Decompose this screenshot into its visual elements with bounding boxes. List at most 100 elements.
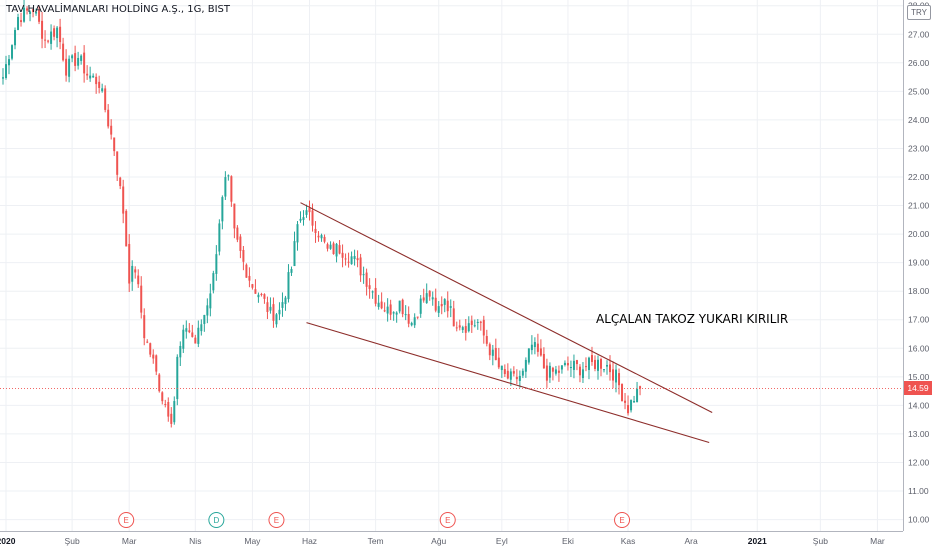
candle-body [167, 402, 170, 417]
trendline-upper[interactable] [300, 202, 713, 414]
candle-body [521, 370, 524, 376]
candle-body [551, 367, 554, 372]
candle-body [335, 243, 338, 257]
candle-body [158, 374, 161, 392]
y-tick-label: 20.00 [908, 229, 930, 239]
y-axis[interactable]: 10.00 11.00 12.00 13.00 14.00 15.00 16.00 17.00… [908, 1, 930, 525]
candle [452, 300, 455, 327]
candle-body [491, 349, 494, 356]
candle [539, 339, 542, 357]
candle-body [182, 329, 185, 349]
candle [488, 342, 491, 361]
candle [335, 242, 338, 263]
candle-body [14, 30, 17, 46]
candle-body [482, 319, 485, 336]
y-tick-label: 12.00 [908, 457, 930, 467]
candle [185, 320, 188, 339]
candle-body [636, 388, 639, 403]
candle [440, 296, 443, 315]
candle-body [596, 359, 599, 371]
candle [428, 290, 431, 301]
candle [551, 366, 554, 381]
candle-body [572, 360, 575, 370]
earnings-event-marker[interactable]: E [268, 512, 285, 528]
candle-body [329, 244, 332, 249]
candle [590, 346, 593, 366]
candle [110, 119, 113, 140]
earnings-event-marker[interactable]: E [614, 512, 631, 528]
candle [422, 288, 425, 303]
candle [593, 355, 596, 372]
candle [374, 278, 377, 307]
candle-body [179, 345, 182, 358]
candle-body [449, 306, 452, 308]
candle [104, 85, 107, 113]
x-tick-label: Mar [870, 536, 885, 546]
y-tick-label: 19.00 [908, 258, 930, 268]
candle [371, 290, 374, 299]
candle [332, 241, 335, 255]
candle-body [77, 57, 80, 66]
candle-body [584, 366, 587, 368]
candle [314, 221, 317, 243]
candle [296, 221, 299, 251]
candle [17, 13, 20, 31]
x-tick-label: Şub [65, 536, 80, 546]
candle-body [218, 223, 221, 252]
candle [149, 342, 152, 358]
candle-body [206, 305, 209, 316]
candle [284, 295, 287, 311]
candle [152, 349, 155, 364]
candle [419, 295, 422, 318]
dividend-event-marker[interactable]: D [208, 512, 225, 528]
x-tick-label: Eyl [496, 536, 508, 546]
candle [542, 347, 545, 369]
candle-body [344, 258, 347, 260]
earnings-event-marker[interactable]: E [118, 512, 135, 528]
candle-body [461, 327, 464, 330]
candle [164, 399, 167, 408]
candle-body [353, 256, 356, 260]
candle [476, 319, 479, 330]
candle [188, 323, 191, 334]
candle-body [161, 392, 164, 402]
candle [191, 324, 194, 338]
candle-body [254, 289, 257, 294]
candle [413, 313, 416, 328]
candle-body [197, 327, 200, 344]
y-tick-label: 27.00 [908, 29, 930, 39]
candle [599, 357, 602, 377]
earnings-event-marker[interactable]: E [439, 512, 456, 528]
candle-body [239, 236, 242, 251]
candle-body [401, 299, 404, 315]
candle-body [338, 245, 341, 254]
x-axis[interactable]: 2020 Şub Mar Nis May Haz Tem Ağu Eyl Eki Kas Ara 202… [0, 536, 885, 546]
candle-body [5, 64, 8, 78]
x-tick-label: 2020 [0, 536, 16, 546]
candle [612, 361, 615, 389]
event-marker-circle [439, 512, 456, 528]
candle [167, 397, 170, 422]
event-marker-label: E [274, 516, 279, 525]
trendline-lower[interactable] [306, 322, 710, 444]
candle-body [458, 325, 461, 328]
candle-body [488, 344, 491, 356]
candle [407, 306, 410, 328]
candle-body [566, 363, 569, 366]
candle [627, 395, 630, 416]
candle-body [530, 344, 533, 351]
candle [122, 179, 125, 224]
currency-badge[interactable]: TRY [907, 5, 931, 20]
candle-body [422, 297, 425, 301]
candle-body [575, 360, 578, 365]
candle-body [8, 59, 11, 66]
y-tick-label: 26.00 [908, 58, 930, 68]
candle-body [176, 356, 179, 400]
candle [68, 55, 71, 83]
candle [227, 174, 230, 181]
candle-body [473, 325, 476, 327]
candle-body [593, 359, 596, 369]
candle-body [560, 365, 563, 370]
candle [524, 357, 527, 378]
